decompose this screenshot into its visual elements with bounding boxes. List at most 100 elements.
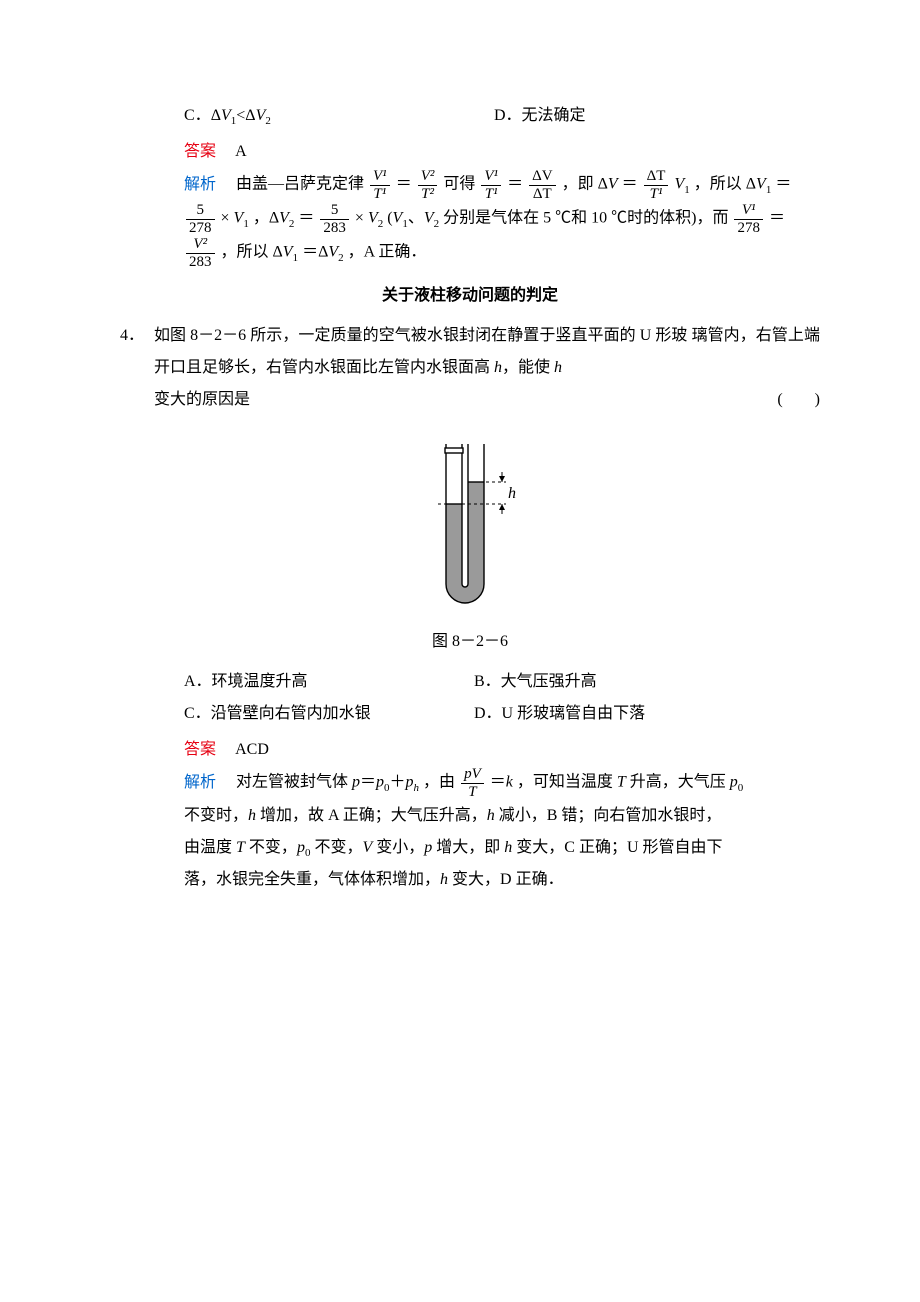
text: 不变，: [310, 839, 362, 856]
frac-den: T¹: [481, 185, 501, 203]
q4-choice-a: A．环境温度升高: [184, 666, 474, 698]
frac-den: T²: [418, 185, 438, 203]
frac-num: V²: [418, 168, 438, 185]
frac-den: T¹: [370, 185, 390, 203]
sub: h: [414, 782, 420, 794]
fraction: V¹T¹: [481, 168, 501, 202]
figure-caption: 图 8－2－6: [120, 626, 820, 658]
sub: 2: [338, 252, 344, 264]
var: V: [424, 210, 434, 227]
eq: ＝: [775, 176, 791, 193]
section-heading: 关于液柱移动问题的判定: [120, 280, 820, 312]
var: V: [368, 210, 378, 227]
sub: 2: [289, 218, 295, 230]
eq: ＝: [298, 210, 314, 227]
q4-choice-d: D．U 形玻璃管自由下落: [474, 698, 645, 730]
text: 变小，: [372, 839, 424, 856]
text: 变大，C 正确；U 形管自由下: [512, 839, 722, 856]
answer-value: ACD: [235, 741, 269, 758]
text: 升高，大气压: [626, 774, 730, 791]
choice-label: C．: [184, 107, 211, 124]
q4-stem: 4． 如图 8－2－6 所示，一定质量的空气被水银封闭在静置于竖直平面的 U 形…: [120, 320, 820, 416]
times: ×: [221, 210, 230, 227]
var: k: [506, 774, 513, 791]
var: p: [730, 774, 738, 791]
frac-den: T: [461, 783, 484, 801]
q4: 4． 如图 8－2－6 所示，一定质量的空气被水银封闭在静置于竖直平面的 U 形…: [120, 320, 820, 896]
answer-label: 答案: [184, 734, 232, 766]
question-text: 如图 8－2－6 所示，一定质量的空气被水银封闭在静置于竖直平面的 U 形玻 璃…: [154, 320, 820, 416]
text: 减小，B 错；向右管加水银时，: [495, 807, 722, 824]
var: h: [487, 807, 495, 824]
text: 不变，: [245, 839, 297, 856]
text: 由盖—吕萨克定律: [236, 176, 364, 193]
frac-den: 283: [186, 253, 215, 271]
q4-answer: 答案 ACD: [184, 734, 820, 766]
choice-text: D．无法确定: [494, 107, 586, 124]
sub: 1: [243, 218, 249, 230]
q4-figure: h: [120, 434, 820, 624]
answer-label: 答案: [184, 136, 232, 168]
fraction: 5283: [320, 202, 349, 236]
plus: ＋: [390, 774, 406, 791]
eq: ＝: [622, 176, 638, 193]
fraction: V²T²: [418, 168, 438, 202]
frac-den: 278: [186, 219, 215, 237]
eq: ＝: [360, 774, 376, 791]
text: ，能使: [502, 359, 554, 376]
sub: 1: [293, 252, 299, 264]
q3-choice-c: C．ΔV1<ΔV2: [184, 100, 494, 132]
sub: 1: [766, 184, 772, 196]
var: V: [234, 210, 244, 227]
var: p: [297, 839, 305, 856]
var: V: [756, 176, 766, 193]
text: 不变时，: [184, 807, 248, 824]
var: h: [248, 807, 256, 824]
page: C．ΔV1<ΔV2 D．无法确定 答案 A 解析 由盖—吕萨克定律 V¹T¹ ＝…: [0, 0, 920, 956]
var-h: h: [554, 359, 562, 376]
text: ，所以 Δ: [221, 244, 283, 261]
answer-value: A: [235, 143, 247, 160]
text: ，Δ: [253, 210, 279, 227]
frac-num: 5: [320, 202, 349, 219]
sub: 2: [265, 115, 271, 127]
var: V: [608, 176, 618, 193]
eq: ＝: [507, 176, 523, 193]
var: T: [617, 774, 626, 791]
text: 增加，故 A 正确；大气压升高，: [256, 807, 487, 824]
text: 对左管被封气体: [236, 774, 352, 791]
var: V: [362, 839, 372, 856]
var: h: [440, 871, 448, 888]
frac-num: pV: [461, 766, 484, 783]
q4-choice-b: B．大气压强升高: [474, 666, 597, 698]
text: <Δ: [236, 107, 255, 124]
q4-choice-c: C．沿管壁向右管内加水银: [184, 698, 474, 730]
eq: ＝: [769, 210, 785, 227]
text: 变大，D 正确．: [448, 871, 564, 888]
q3-answer: 答案 A: [184, 136, 820, 168]
fraction: ΔTT¹: [644, 168, 669, 202]
var-v: V: [256, 107, 266, 124]
eq: ＝: [396, 176, 412, 193]
var: V: [328, 244, 338, 261]
q3-choices-row: C．ΔV1<ΔV2 D．无法确定: [184, 100, 820, 132]
text: 如图 8－2－6 所示，一定质量的空气被水银封闭在静置于竖直平面的 U 形玻: [154, 327, 688, 344]
sub: 1: [684, 184, 690, 196]
explain-label: 解析: [184, 169, 232, 201]
var: T: [236, 839, 245, 856]
frac-num: V¹: [370, 168, 390, 185]
explain-label: 解析: [184, 767, 232, 799]
eq: ＝Δ: [302, 244, 328, 261]
var: V: [393, 210, 403, 227]
text: ，可知当温度: [517, 774, 617, 791]
text: 由温度: [184, 839, 236, 856]
var-h: h: [494, 359, 502, 376]
fraction: 5278: [186, 202, 215, 236]
frac-den: T¹: [644, 185, 669, 203]
var: p: [352, 774, 360, 791]
fraction: ΔVΔT: [529, 168, 555, 202]
text: 分别是气体在 5 ℃和 10 ℃时的体积)，而: [443, 210, 728, 227]
fraction: pVT: [461, 766, 484, 800]
frac-num: ΔV: [529, 168, 555, 185]
frac-num: ΔT: [644, 168, 669, 185]
